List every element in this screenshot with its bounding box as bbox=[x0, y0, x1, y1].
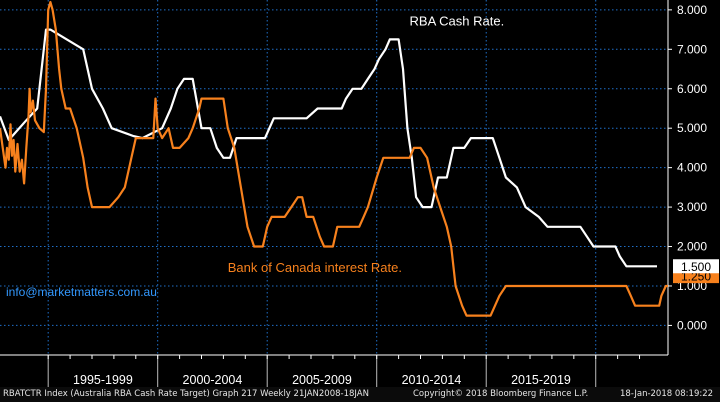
annotations: RBA Cash Rate. Bank of Canada interest Ra… bbox=[228, 14, 719, 284]
series-line-boc bbox=[0, 0, 668, 317]
annotation-boc: Bank of Canada interest Rate. bbox=[228, 260, 402, 275]
chart-background bbox=[0, 0, 720, 387]
x-period-label: 2005-2009 bbox=[292, 373, 352, 387]
rate-chart: 1995-1999 2000-2004 2005-2009 2010-2014 2015… bbox=[0, 0, 720, 387]
y-tick-label: 2.000 bbox=[677, 240, 707, 254]
y-tick-label: 4.000 bbox=[677, 161, 707, 175]
watermark-email[interactable]: info@marketmatters.com.au bbox=[6, 285, 157, 299]
bloomberg-footer: RBATCTR Index (Australia RBA Cash Rate T… bbox=[0, 387, 720, 402]
y-tick-label: 0.000 bbox=[677, 318, 707, 332]
x-axis: 1995-1999 2000-2004 2005-2009 2010-2014 2015… bbox=[0, 354, 668, 387]
x-period-label: 1995-1999 bbox=[73, 373, 133, 387]
annotation-rba: RBA Cash Rate. bbox=[410, 14, 505, 29]
x-period-label: 2015-2019 bbox=[511, 373, 571, 387]
footer-copyright: Copyright© 2018 Bloomberg Finance L.P. bbox=[413, 389, 589, 399]
series-lines bbox=[0, 0, 668, 317]
y-tick-label: 6.000 bbox=[677, 82, 707, 96]
y-tick-label: 8.000 bbox=[677, 3, 707, 17]
series-line-rba bbox=[0, 28, 657, 268]
y-tick-label: 7.000 bbox=[677, 42, 707, 56]
y-axis: 8.0007.0006.0005.0004.0003.0002.0001.000… bbox=[667, 0, 707, 355]
last-value-rba: 1.500 bbox=[673, 259, 719, 274]
last-value-text: 1.500 bbox=[681, 260, 711, 274]
footer-description: RBATCTR Index (Australia RBA Cash Rate T… bbox=[3, 389, 369, 399]
x-period-label: 2010-2014 bbox=[402, 373, 462, 387]
footer-timestamp: 18-Jan-2018 08:19:22 bbox=[620, 389, 714, 399]
last-value-box bbox=[673, 259, 719, 274]
x-period-label: 2000-2004 bbox=[183, 373, 243, 387]
y-tick-label: 5.000 bbox=[677, 121, 707, 135]
y-tick-label: 3.000 bbox=[677, 200, 707, 214]
